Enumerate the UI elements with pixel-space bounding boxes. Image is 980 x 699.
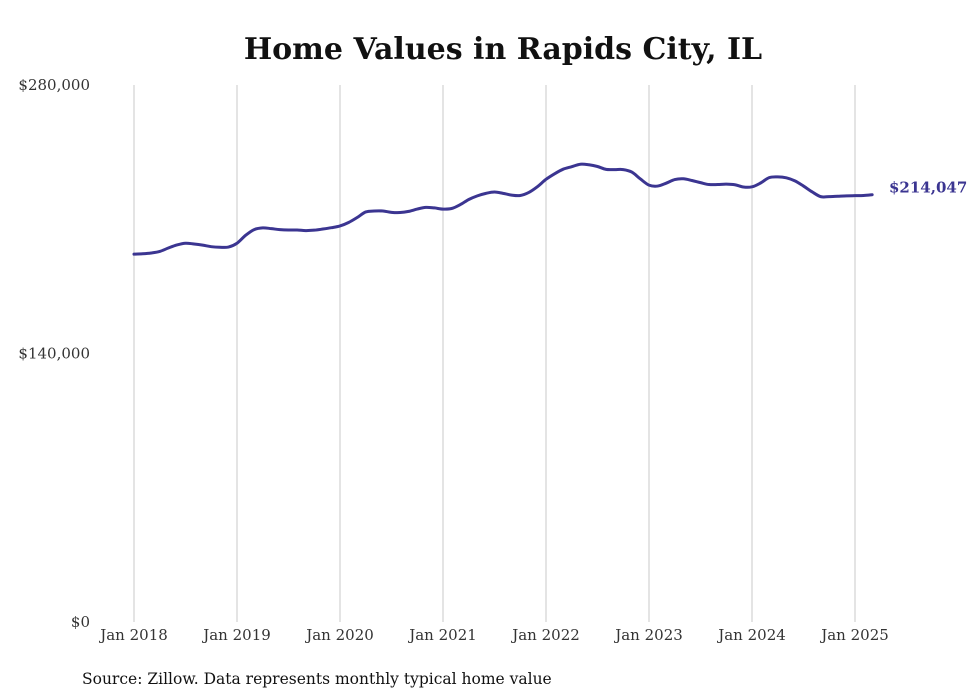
end-value-label: $214,047 [889, 179, 967, 197]
x-tick-label: Jan 2018 [98, 626, 168, 644]
x-tick-label: Jan 2019 [201, 626, 271, 644]
x-tick-label: Jan 2023 [613, 626, 683, 644]
home-value-line [132, 162, 874, 256]
x-axis-ticks: Jan 2018 Jan 2019 Jan 2020 Jan 2021 Jan 2022… [98, 626, 889, 644]
x-tick-label: Jan 2021 [407, 626, 477, 644]
x-tick-label: Jan 2025 [819, 626, 889, 644]
y-tick-label: $0 [71, 613, 90, 631]
x-tick-label: Jan 2020 [304, 626, 374, 644]
y-tick-label: $140,000 [18, 345, 90, 363]
x-tick-label: Jan 2024 [716, 626, 786, 644]
y-axis-ticks: $0 $140,000 $280,000 [18, 76, 90, 631]
source-note: Source: Zillow. Data represents monthly … [82, 670, 552, 688]
x-tick-label: Jan 2022 [510, 626, 580, 644]
gridlines [133, 85, 856, 622]
y-tick-label: $280,000 [18, 76, 90, 94]
chart-title: Home Values in Rapids City, IL [244, 32, 762, 67]
